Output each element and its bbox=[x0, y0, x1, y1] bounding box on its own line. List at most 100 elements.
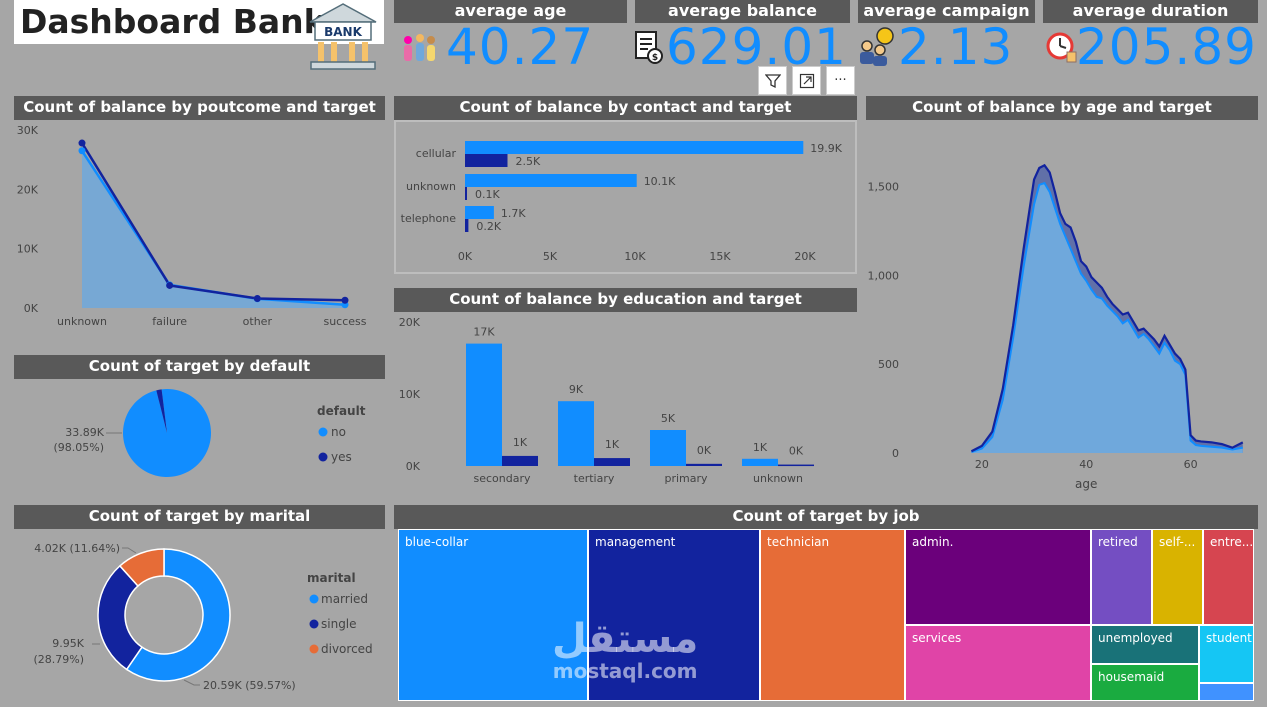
education-bar-no bbox=[466, 343, 502, 466]
education-bar-yes bbox=[686, 463, 722, 466]
contact-header: Count of balance by contact and target bbox=[394, 96, 857, 120]
education-bar-yes-label: 0K bbox=[697, 444, 712, 457]
marital-header: Count of target by marital bbox=[14, 505, 385, 529]
treemap-tile-retired[interactable]: retired bbox=[1091, 529, 1152, 625]
default-data-label: 33.89K bbox=[65, 426, 104, 439]
age-ytick: 1,000 bbox=[868, 269, 900, 282]
treemap-tile-admin[interactable]: admin. bbox=[905, 529, 1091, 625]
marital-legend-marker bbox=[309, 644, 319, 654]
focus-mode-button[interactable] bbox=[792, 66, 821, 95]
filter-button[interactable] bbox=[758, 66, 787, 95]
marital-slice-married bbox=[125, 548, 231, 682]
contact-xtick: 0K bbox=[458, 250, 473, 263]
default-data-label: (98.05%) bbox=[53, 441, 104, 454]
marital-legend-marker bbox=[309, 594, 319, 604]
age-xtick: 40 bbox=[1079, 458, 1093, 471]
treemap-tile-management[interactable]: management bbox=[588, 529, 760, 701]
marital-legend-marker bbox=[309, 619, 319, 629]
poutcome-point-yes bbox=[253, 295, 261, 303]
contact-chart-frame bbox=[394, 120, 857, 274]
bank-icon-label: BANK bbox=[324, 25, 362, 39]
kpi-campaign-value: 2.13 bbox=[898, 18, 1014, 76]
expand-icon bbox=[799, 73, 814, 88]
education-bar-yes-label: 1K bbox=[605, 438, 620, 451]
default-legend-item: yes bbox=[331, 450, 352, 464]
default-pie-chart: 33.89K (98.05%) default no yes bbox=[53, 389, 366, 477]
poutcome-header: Count of balance by poutcome and target bbox=[14, 96, 385, 120]
age-axis-label: age bbox=[1075, 477, 1097, 491]
job-treemap: blue-collar management technician admin.… bbox=[394, 529, 1258, 704]
poutcome-point-no bbox=[78, 147, 86, 155]
document-money-icon: $ bbox=[635, 31, 663, 64]
treemap-tile-unemployed[interactable]: unemployed bbox=[1091, 625, 1199, 664]
contact-category-label: telephone bbox=[401, 212, 457, 225]
education-bar-yes-label: 1K bbox=[513, 436, 528, 449]
education-xtick: secondary bbox=[473, 472, 530, 485]
education-xtick: tertiary bbox=[574, 472, 615, 485]
age-ytick: 0 bbox=[892, 447, 899, 460]
kpi-duration-value: 205.89 bbox=[1076, 18, 1257, 76]
contact-xtick: 15K bbox=[709, 250, 731, 263]
education-bar-no-label: 1K bbox=[753, 441, 768, 454]
age-area-chart: 0 500 1,000 1,500 20 40 60 age bbox=[868, 163, 1244, 491]
svg-text:$: $ bbox=[652, 53, 658, 63]
dashboard-title: Dashboard Bank bbox=[20, 2, 326, 41]
default-slice-yes bbox=[156, 389, 167, 433]
education-bar-no-label: 17K bbox=[473, 326, 495, 339]
kpi-age-header: average age bbox=[394, 0, 627, 23]
poutcome-area-chart: 0K 10K 20K 30K unknown failure other success bbox=[17, 124, 367, 328]
education-ytick: 20K bbox=[399, 316, 421, 329]
contact-bar-no-label: 19.9K bbox=[810, 142, 842, 155]
education-bar-no-label: 5K bbox=[661, 412, 676, 425]
contact-bar-no bbox=[465, 174, 637, 187]
age-line-yes bbox=[970, 163, 1244, 453]
marital-legend-item: married bbox=[321, 592, 368, 606]
kpi-age-value: 40.27 bbox=[446, 18, 595, 76]
education-ytick: 10K bbox=[399, 388, 421, 401]
contact-xtick: 10K bbox=[624, 250, 646, 263]
contact-xtick: 5K bbox=[543, 250, 558, 263]
poutcome-ytick: 20K bbox=[17, 183, 39, 196]
treemap-tile-self-employed[interactable]: self-... bbox=[1152, 529, 1203, 625]
treemap-tile-student[interactable]: student bbox=[1199, 625, 1254, 683]
treemap-tile-technician[interactable]: technician bbox=[760, 529, 905, 701]
job-header: Count of target by job bbox=[394, 505, 1258, 529]
contact-bar-no-label: 1.7K bbox=[501, 207, 526, 220]
marital-label-married: 20.59K (59.57%) bbox=[203, 679, 296, 692]
contact-bar-yes bbox=[465, 219, 469, 232]
marital-donut-chart: 20.59K (59.57%) 9.95K (28.79%) 4.02K (11.64… bbox=[33, 542, 372, 692]
default-legend-title: default bbox=[317, 404, 366, 418]
education-bar-no bbox=[650, 430, 686, 466]
treemap-tile-housemaid[interactable]: housemaid bbox=[1091, 664, 1199, 701]
filter-icon bbox=[764, 73, 781, 88]
clock-icon bbox=[1046, 32, 1077, 63]
age-ytick: 500 bbox=[878, 358, 899, 371]
marital-legend-title: marital bbox=[307, 571, 356, 585]
contact-bar-no bbox=[465, 206, 494, 219]
age-area-no bbox=[971, 183, 1243, 454]
marital-label-single: (28.79%) bbox=[33, 653, 84, 666]
treemap-tile-services[interactable]: services bbox=[905, 625, 1091, 701]
age-xtick: 60 bbox=[1184, 458, 1198, 471]
age-xtick: 20 bbox=[975, 458, 989, 471]
contact-bar-yes bbox=[465, 154, 508, 167]
marital-label-single: 9.95K bbox=[52, 637, 84, 650]
watermark: مستقل mostaql.com bbox=[552, 618, 698, 682]
contact-category-label: cellular bbox=[416, 147, 457, 160]
poutcome-xtick: failure bbox=[152, 315, 187, 328]
education-bar-yes bbox=[778, 464, 814, 467]
more-options-button[interactable]: ··· bbox=[826, 66, 855, 95]
treemap-tile-other[interactable] bbox=[1199, 683, 1254, 701]
age-header: Count of balance by age and target bbox=[866, 96, 1258, 120]
treemap-tile-blue-collar[interactable]: blue-collar bbox=[398, 529, 588, 701]
treemap-tile-entrepreneur[interactable]: entre... bbox=[1203, 529, 1254, 625]
education-bar-yes-label: 0K bbox=[789, 445, 804, 458]
kpi-balance-header: average balance bbox=[635, 0, 850, 23]
contact-bar-chart: cellular 19.9K 2.5K unknown 10.1K 0.1K telepho… bbox=[401, 141, 843, 263]
default-legend-marker bbox=[318, 427, 328, 437]
team-icon bbox=[860, 27, 894, 66]
contact-bar-yes bbox=[465, 187, 467, 200]
people-icon bbox=[404, 34, 435, 61]
contact-bar-no-label: 10.1K bbox=[644, 175, 676, 188]
contact-bar-yes-label: 0.1K bbox=[475, 188, 500, 201]
